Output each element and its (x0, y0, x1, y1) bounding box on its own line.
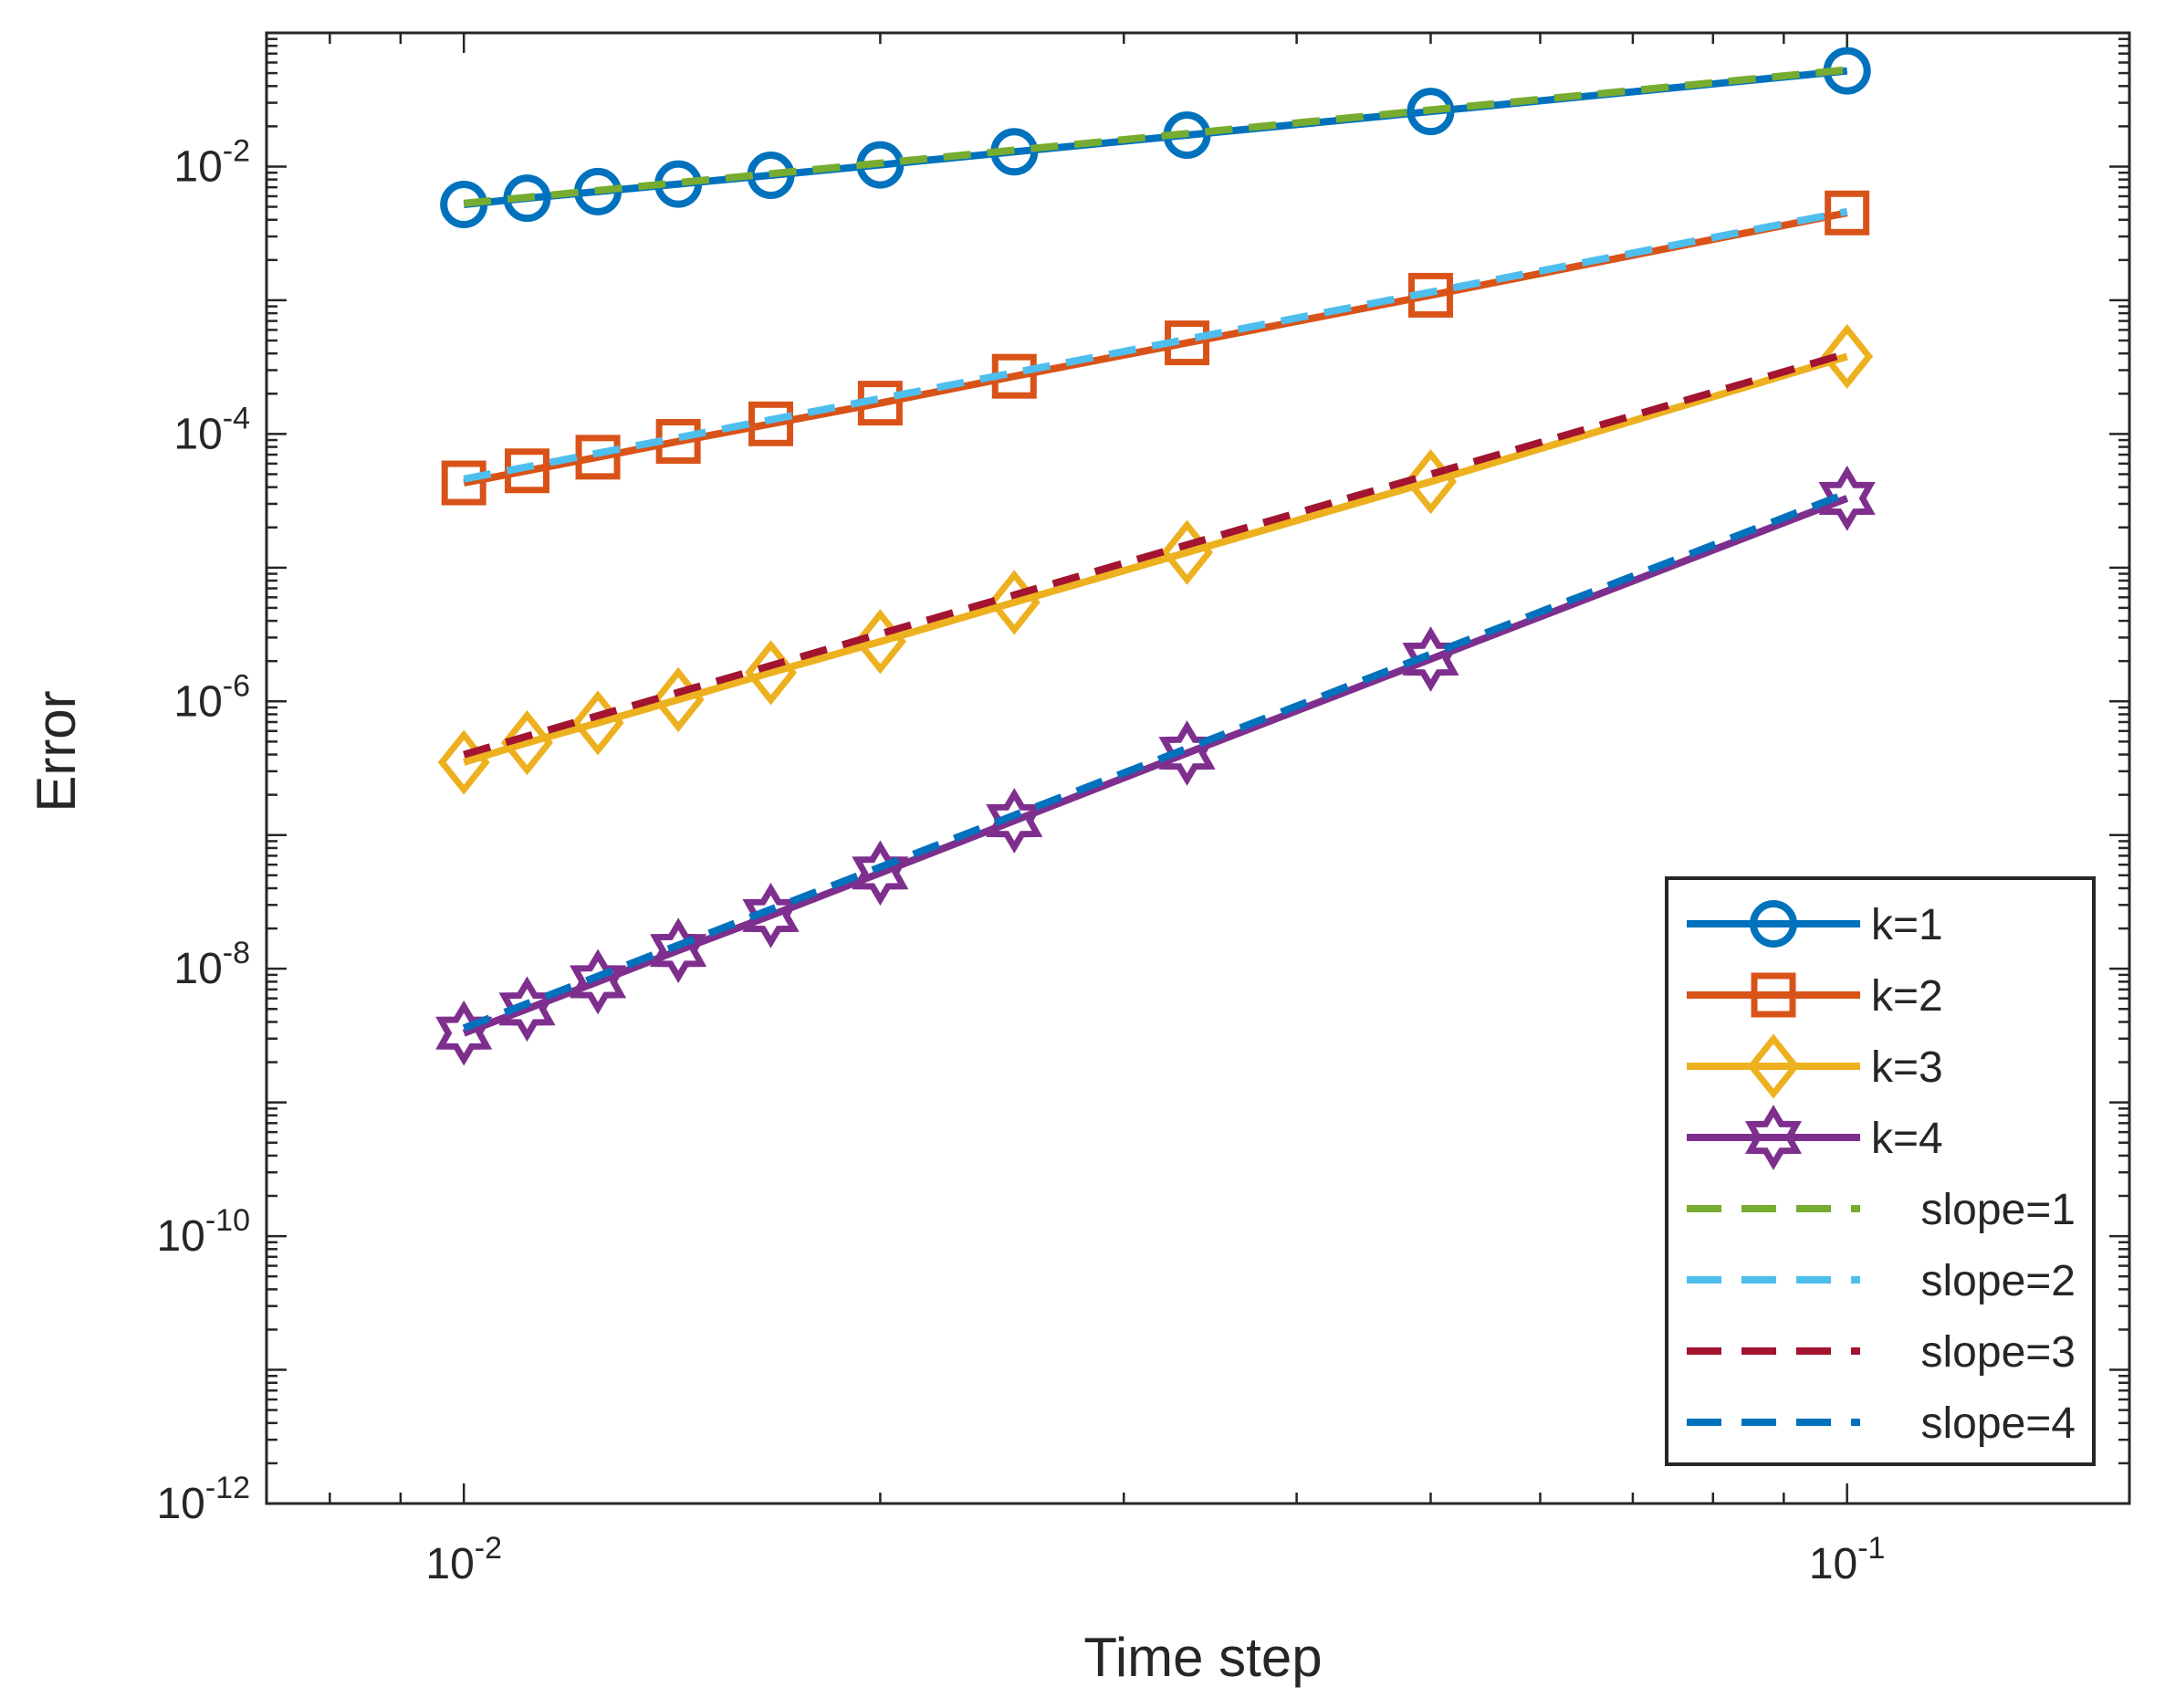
series-slope-3 (463, 350, 1848, 759)
data-point-diamond (1747, 1033, 1800, 1099)
legend-item: k=4 (1687, 1105, 1943, 1170)
series-line (463, 352, 1848, 766)
legend-label: slope=2 (1921, 1257, 2076, 1305)
data-point-square (575, 435, 621, 480)
x-tick-label: 10-1 (1809, 1531, 1886, 1588)
data-point-square (748, 401, 794, 446)
x-axis-label: Time step (1083, 1627, 1322, 1688)
y-tick-label: 10-6 (173, 668, 250, 726)
legend-label: slope=1 (1921, 1186, 2076, 1234)
series-line (462, 489, 1849, 1032)
series-line (463, 66, 1848, 207)
legend-label: slope=4 (1921, 1399, 2076, 1448)
legend-box (1665, 876, 2096, 1466)
series-line (462, 495, 1849, 1037)
data-point-hexagram (852, 840, 909, 906)
series-line (463, 209, 1848, 487)
series-line (463, 207, 1848, 483)
legend-item: k=3 (1687, 1033, 1943, 1099)
y-tick-label: 10-4 (173, 401, 250, 458)
data-point-circle (503, 174, 551, 223)
data-point-hexagram (570, 948, 627, 1015)
legend-item: k=1 (1687, 900, 1943, 949)
series-slope-2 (463, 207, 1848, 483)
legend-item: slope=4 (1687, 1399, 2076, 1448)
legend-label: slope=3 (1921, 1328, 2076, 1377)
data-point-hexagram (650, 917, 707, 984)
legend-label: k=3 (1871, 1043, 1943, 1092)
series-line (463, 350, 1848, 759)
data-point-diamond (1821, 323, 1874, 390)
legend: k=1 k=2 k=3 k=4 slope=1 slope=2 slope=3 slope=4 (1665, 876, 2096, 1466)
data-point-diamond (501, 710, 553, 776)
data-point-hexagram (1744, 1105, 1803, 1170)
legend-label: k=1 (1871, 901, 1943, 949)
data-point-diamond (745, 640, 798, 706)
y-axis-label: Error (26, 690, 87, 812)
x-tick-label: 10-2 (425, 1531, 502, 1588)
legend-item: slope=3 (1687, 1328, 2076, 1377)
y-tick-label: 10-10 (156, 1203, 250, 1261)
legend-label: k=4 (1871, 1115, 1943, 1163)
series-slope-4 (462, 489, 1849, 1032)
plot-box (265, 31, 2131, 1505)
data-point-square (441, 460, 486, 506)
legend-item: slope=1 (1687, 1186, 2076, 1234)
legend-item: slope=2 (1687, 1257, 2076, 1305)
y-tick-label: 10-8 (173, 936, 250, 993)
series-group (435, 47, 1876, 1066)
axes: 10-2 10-1 10-12 10-10 10-8 10-6 10-4 10-2 (156, 31, 2131, 1588)
legend-item: k=2 (1687, 972, 1943, 1021)
series-slope-1 (463, 66, 1848, 207)
y-tick-label: 10-2 (173, 133, 250, 191)
y-tick-label: 10-12 (156, 1471, 250, 1528)
data-point-square (1751, 972, 1796, 1018)
data-point-circle (1750, 900, 1797, 948)
legend-label: k=2 (1871, 972, 1943, 1021)
data-point-square (1825, 190, 1870, 236)
data-point-hexagram (1818, 466, 1876, 531)
